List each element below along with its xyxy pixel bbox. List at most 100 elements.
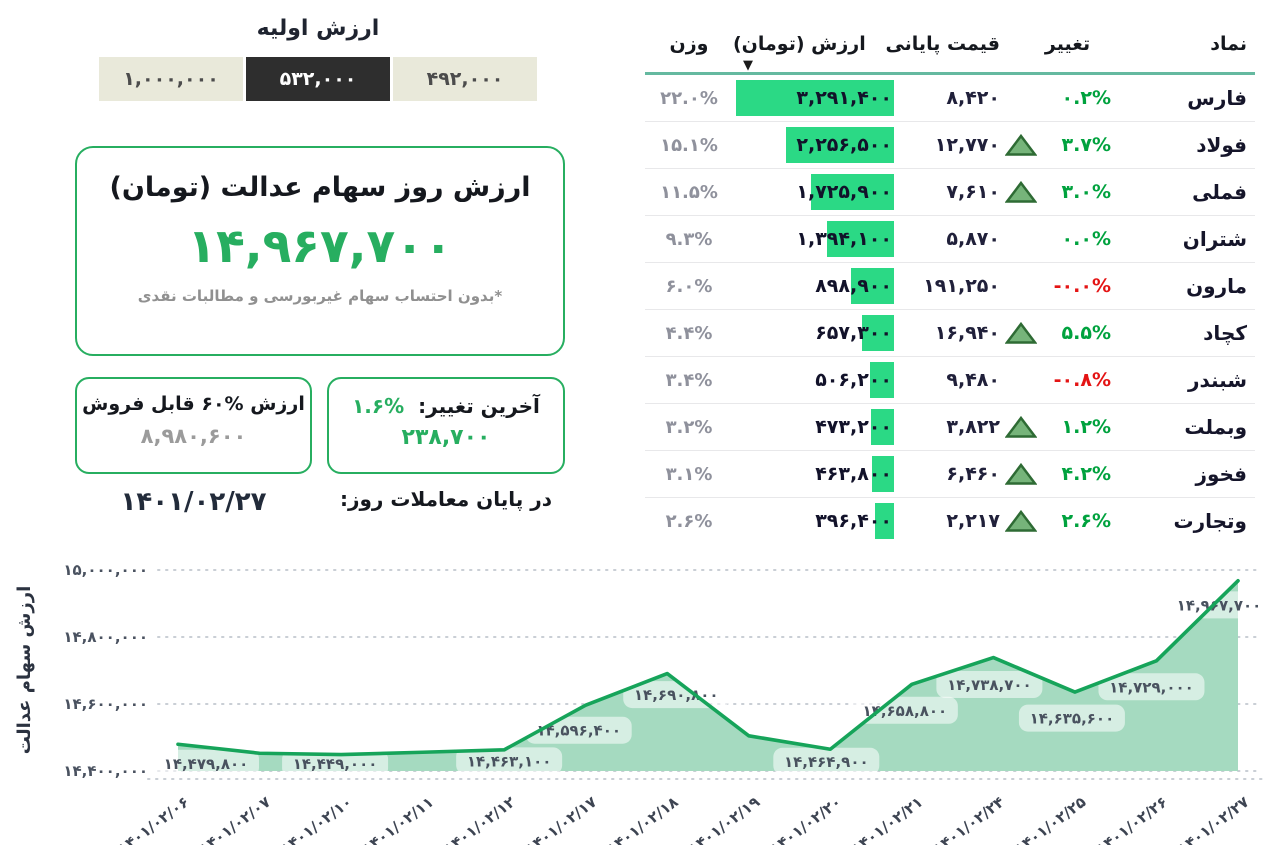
chart-point-label-pill [282, 750, 389, 778]
stock-symbol: فملی [1192, 180, 1247, 204]
stock-close-price: ۱۶,۹۴۰ [934, 322, 1000, 344]
stock-symbol: شبندر [1187, 368, 1247, 392]
initial-value-option-492000[interactable]: ۴۹۲,۰۰۰ [393, 57, 537, 101]
stock-change-cell: ۳.۷% [1000, 133, 1135, 157]
stock-change-percent: ۰.۰% [1061, 228, 1111, 250]
table-header-row: نماد تغییر قیمت پایانی ارزش (تومان) ▼ وز… [645, 16, 1255, 75]
up-arrow-icon [1005, 462, 1037, 486]
stock-value: ۳,۲۹۱,۴۰۰ [796, 87, 892, 109]
stock-close-price: ۹,۴۸۰ [946, 369, 1000, 391]
chart-point-label: ۱۴,۶۳۵,۶۰۰ [1030, 710, 1115, 728]
stock-value: ۴۷۳,۲۰۰ [815, 416, 892, 438]
value-bar [875, 503, 894, 539]
stock-value: ۵۰۶,۲۰۰ [815, 369, 892, 391]
stock-weight: ۳.۲% [665, 416, 713, 438]
chart-x-tick: ۱۴۰۱/۰۲/۲۰ [767, 793, 845, 845]
header-weight: وزن [669, 33, 709, 55]
chart-point-label-pill [1018, 704, 1125, 732]
value-bar [786, 127, 894, 163]
stock-value-cell: ۴۷۳,۲۰۰ [733, 404, 895, 450]
initial-value-option-1000000[interactable]: ۱,۰۰۰,۰۰۰ [99, 57, 243, 101]
up-arrow-icon [1005, 133, 1037, 157]
table-row: وبملت ۱.۲% ۳,۸۲۲ ۴۷۳,۲۰۰ ۳.۲% [645, 404, 1255, 451]
stock-change-cell: ۰.۲% [1000, 86, 1135, 110]
stock-value: ۳۹۶,۴۰۰ [815, 510, 892, 532]
stock-value-cell: ۴۶۳,۸۰۰ [733, 451, 895, 497]
chart-x-tick: ۱۴۰۱/۰۲/۲۴ [930, 793, 1008, 845]
current-value-card: ارزش روز سهام عدالت (تومان) ۱۴,۹۶۷,۷۰۰ *… [75, 146, 565, 356]
stock-value: ۲,۲۵۶,۵۰۰ [796, 134, 892, 156]
last-change-percent: ۱.۶% [352, 394, 405, 418]
value-bar [870, 362, 894, 398]
stock-change-cell: ۴.۲% [1000, 462, 1135, 486]
up-arrow-icon [1005, 415, 1037, 439]
chart-y-tick: ۱۴,۸۰۰,۰۰۰ [63, 628, 148, 646]
table-body: فارس ۰.۲% ۸,۴۲۰ ۳,۲۹۱,۴۰۰ ۲۲.۰% فولاد ۳.… [645, 75, 1255, 544]
chart-x-tick: ۱۴۰۱/۰۲/۱۲ [440, 793, 518, 845]
current-date: ۱۴۰۱/۰۲/۲۷ [120, 487, 267, 517]
stock-weight: ۳.۱% [665, 463, 713, 485]
stock-change-cell: -۰.۸% [1000, 368, 1135, 392]
stock-value: ۱,۷۲۵,۹۰۰ [796, 181, 892, 203]
chart-y-axis-title: ارزش سهام عدالت [14, 586, 35, 754]
chart-line [176, 579, 1240, 757]
stock-change-cell: ۳.۰% [1000, 180, 1135, 204]
stock-value: ۸۹۸,۹۰۰ [815, 275, 892, 297]
initial-value-title: ارزش اولیه [256, 16, 380, 41]
stock-change-percent: -۰.۰% [1053, 275, 1111, 297]
chart-x-tick: ۱۴۰۱/۰۲/۱۷ [522, 793, 600, 845]
table-row: کچاد ۵.۵% ۱۶,۹۴۰ ۶۵۷,۳۰۰ ۴.۴% [645, 310, 1255, 357]
stock-close-price: ۷,۶۱۰ [946, 181, 1000, 203]
chart-x-tick: ۱۴۰۱/۰۲/۲۶ [1093, 793, 1171, 845]
initial-value-option-532000[interactable]: ۵۳۲,۰۰۰ [246, 57, 390, 101]
chart-point-label: ۱۴,۴۶۴,۹۰۰ [784, 753, 869, 771]
chart-point-label-pill [936, 671, 1043, 699]
stock-close-price: ۱۲,۷۷۰ [934, 134, 1000, 156]
chart-point-label: ۱۴,۷۳۸,۷۰۰ [947, 676, 1032, 694]
stock-weight: ۶.۰% [665, 275, 713, 297]
header-symbol: نماد [1210, 33, 1247, 55]
stock-close-price: ۸,۴۲۰ [946, 87, 1000, 109]
stock-value-cell: ۳۹۶,۴۰۰ [733, 498, 895, 544]
initial-value-segmented-control: ۴۹۲,۰۰۰ ۵۳۲,۰۰۰ ۱,۰۰۰,۰۰۰ [99, 57, 537, 101]
chart-point-label: ۱۴,۹۶۷,۷۰۰ [1177, 596, 1262, 614]
current-value-title: ارزش روز سهام عدالت (تومان) [109, 172, 531, 203]
last-change-card: آخرین تغییر: ۱.۶% ۲۳۸,۷۰۰ [327, 377, 565, 474]
value-bar [851, 268, 894, 304]
stock-change-cell: -۰.۰% [1000, 274, 1135, 298]
table-row: شبندر -۰.۸% ۹,۴۸۰ ۵۰۶,۲۰۰ ۳.۴% [645, 357, 1255, 404]
value-bar [862, 315, 894, 351]
table-row: فخوز ۴.۲% ۶,۴۶۰ ۴۶۳,۸۰۰ ۳.۱% [645, 451, 1255, 498]
stock-symbol: کچاد [1203, 321, 1247, 345]
stock-change-percent: ۳.۷% [1061, 134, 1111, 156]
stock-value: ۱,۳۹۴,۱۰۰ [796, 228, 892, 250]
stock-weight: ۲.۶% [665, 510, 713, 532]
value-bar [872, 456, 894, 492]
chart-x-tick: ۱۴۰۱/۰۲/۲۷ [1174, 793, 1252, 845]
stock-value: ۶۵۷,۳۰۰ [815, 322, 892, 344]
chart-plot-area[interactable]: ارزش سهام عدالت ۱۵,۰۰۰,۰۰۰ ۱۴,۸۰۰,۰۰۰ ۱۴,۶… [0, 548, 1270, 845]
value-bar [736, 80, 894, 116]
value-history-chart[interactable]: ارزش سهام عدالت ۱۵,۰۰۰,۰۰۰ ۱۴,۸۰۰,۰۰۰ ۱۴,۶… [0, 548, 1270, 845]
header-close-price: قیمت پایانی [885, 33, 1000, 55]
chart-x-tick: ۱۴۰۱/۰۲/۱۱ [359, 793, 437, 845]
stock-symbol: فولاد [1196, 133, 1247, 157]
header-value-label: ارزش (تومان) [733, 33, 866, 55]
stock-change-percent: -۰.۸% [1053, 369, 1111, 391]
up-arrow-icon [1005, 180, 1037, 204]
chart-x-tick: ۱۴۰۱/۰۲/۱۹ [685, 793, 763, 845]
header-value-sortable[interactable]: ارزش (تومان) ▼ [733, 16, 895, 72]
chart-point-label: ۱۴,۷۲۹,۰۰۰ [1109, 678, 1194, 696]
sort-desc-icon[interactable]: ▼ [743, 58, 753, 73]
stock-change-cell: ۲.۶% [1000, 509, 1135, 533]
last-change-label: آخرین تغییر: [418, 394, 540, 418]
table-row: وتجارت ۲.۶% ۲,۲۱۷ ۳۹۶,۴۰۰ ۲.۶% [645, 498, 1255, 544]
chart-point-label: ۱۴,۵۹۶,۴۰۰ [536, 722, 621, 740]
stock-symbol: وتجارت [1173, 509, 1247, 533]
stock-value: ۴۶۳,۸۰۰ [815, 463, 892, 485]
stock-weight: ۹.۳% [665, 228, 713, 250]
stock-change-percent: ۴.۲% [1061, 463, 1111, 485]
chart-point-label-pill [1166, 591, 1270, 619]
stock-symbol: مارون [1186, 274, 1247, 298]
chart-x-tick: ۱۴۰۱/۰۲/۱۸ [604, 793, 682, 845]
